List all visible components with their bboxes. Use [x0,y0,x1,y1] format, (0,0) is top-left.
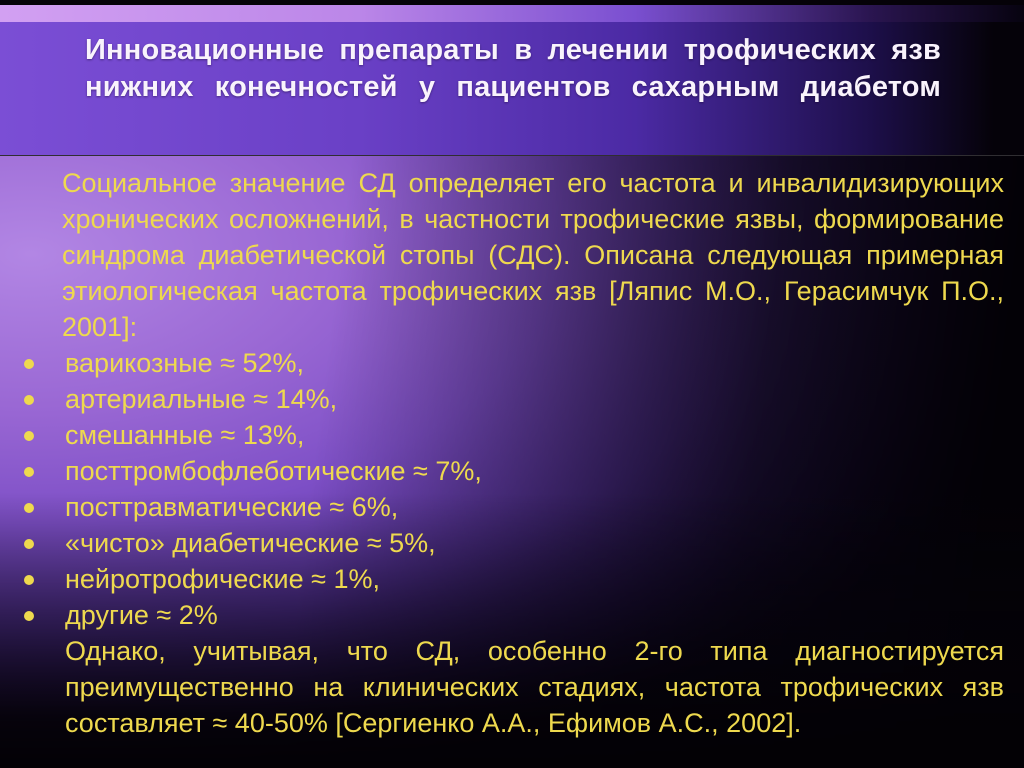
bullet-icon [24,395,34,405]
list-item-label: посттравматические ≈ 6%, [65,492,399,522]
list-item: артериальные ≈ 14%, [0,381,1004,417]
outro-paragraph: Однако, учитывая, что СД, особенно 2-го … [65,636,1004,738]
ulcer-frequency-list: варикозные ≈ 52%, артериальные ≈ 14%, см… [0,345,1024,633]
list-item: другие ≈ 2% [0,597,1004,633]
top-edge-strip [0,0,1024,5]
slide-title: Инновационные препараты в лечении трофич… [85,34,941,103]
list-item: смешанные ≈ 13%, [0,417,1004,453]
list-item-label: посттромбофлеботические ≈ 7%, [65,456,482,486]
list-item-label: нейротрофические ≈ 1%, [65,564,380,594]
bullet-icon [24,359,34,369]
bullet-icon [24,431,34,441]
intro-paragraph: Социальное значение СД определяет его ча… [62,168,1004,342]
slide-body: Социальное значение СД определяет его ча… [0,165,1024,741]
top-highlight-band [0,5,1024,22]
list-item: посттравматические ≈ 6%, [0,489,1004,525]
list-item-label: артериальные ≈ 14%, [65,384,338,414]
bullet-icon [24,503,34,513]
list-item-label: смешанные ≈ 13%, [65,420,305,450]
list-item-label: другие ≈ 2% [65,600,218,630]
list-item: посттромбофлеботические ≈ 7%, [0,453,1004,489]
list-item-label: «чисто» диабетические ≈ 5%, [65,528,436,558]
list-item-label: варикозные ≈ 52%, [65,348,305,378]
bullet-icon [24,611,34,621]
body-background [0,155,1024,768]
list-item: нейротрофические ≈ 1%, [0,561,1004,597]
bullet-icon [24,539,34,549]
list-item: «чисто» диабетические ≈ 5%, [0,525,1004,561]
list-item: варикозные ≈ 52%, [0,345,1004,381]
bullet-icon [24,467,34,477]
title-band-background [0,22,1024,155]
bullet-icon [24,575,34,585]
